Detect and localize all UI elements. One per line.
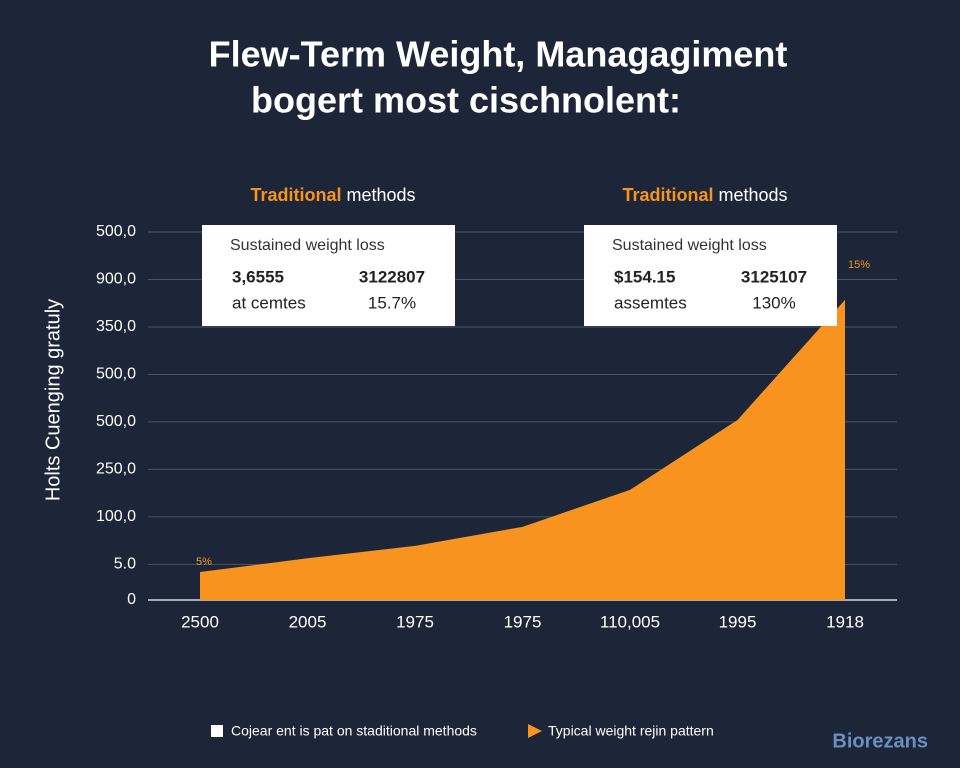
x-tick-label: 2005: [289, 612, 327, 631]
legend-swatch: [528, 724, 542, 738]
brand: Biorezans: [832, 730, 928, 752]
panel-cell: 3122807: [359, 267, 425, 286]
y-tick-label: 100,0: [96, 508, 136, 525]
legend-label: Typical weight rejin pattern: [548, 723, 714, 739]
y-tick-label: 350,0: [96, 318, 136, 335]
panel-cell: 15.7%: [368, 293, 416, 312]
panel-heading: Traditional methods: [622, 185, 787, 205]
y-tick-label: 5.0: [114, 556, 136, 573]
y-tick-label: 500,0: [96, 413, 136, 430]
y-tick-label: 500,0: [96, 223, 136, 240]
overlay: 5% 15% Traditional methods Sustained weight…: [196, 185, 870, 739]
heading-text: methods: [346, 185, 415, 205]
legend-label: Cojear ent is pat on staditional methods: [231, 723, 477, 739]
x-tick-label: 110,005: [600, 612, 660, 631]
y-tick-label: 0: [127, 591, 136, 608]
chart-title: Flew-Term Weight, Managagiment: [209, 34, 788, 75]
panel-heading: Traditional methods: [250, 185, 415, 205]
x-tick-label: 1995: [719, 612, 757, 631]
x-tick-label: 1975: [396, 612, 434, 631]
panel-cell: 3,6555: [232, 267, 284, 286]
heading-highlight: Traditional: [622, 185, 713, 205]
panel-cell: $154.15: [614, 267, 675, 286]
x-tick-label: 1918: [826, 612, 864, 631]
panel-box: [202, 225, 455, 326]
heading-highlight: Traditional: [250, 185, 341, 205]
panel-box: [584, 225, 837, 326]
area: [200, 299, 845, 600]
y-axis-title: Holts Cuenging gratuly: [42, 299, 64, 501]
start-label: 5%: [196, 556, 212, 568]
y-tick-label: 250,0: [96, 461, 136, 478]
panel-cell: 3125107: [741, 267, 807, 286]
y-tick-label: 500,0: [96, 366, 136, 383]
panel-cell: 130%: [752, 293, 795, 312]
panel-label: Sustained weight loss: [612, 237, 767, 254]
y-tick-label: 900,0: [96, 271, 136, 288]
chart-subtitle: bogert most cischnolent:: [251, 80, 681, 121]
x-tick-label: 1975: [504, 612, 542, 631]
heading-text: methods: [718, 185, 787, 205]
plot: [200, 299, 845, 600]
legend-swatch: [211, 725, 223, 737]
x-tick-label: 2500: [181, 612, 219, 631]
end-label: 15%: [848, 259, 870, 271]
panel-cell: assemtes: [614, 293, 687, 312]
panel-cell: at cemtes: [232, 293, 306, 312]
panel-label: Sustained weight loss: [230, 237, 385, 254]
